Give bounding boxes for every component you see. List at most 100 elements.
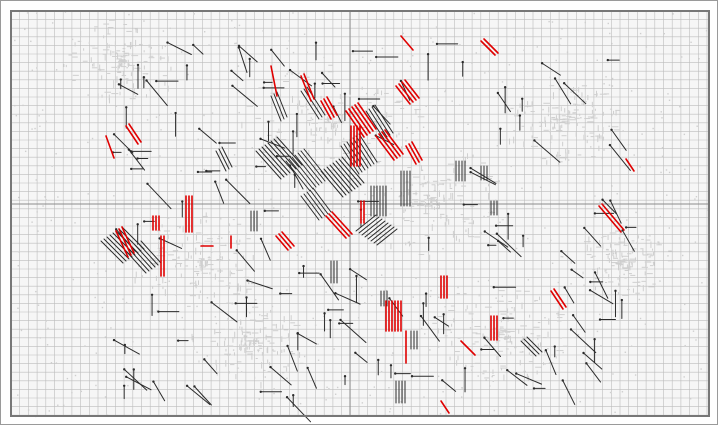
street-dot	[664, 311, 666, 313]
street-dot	[35, 290, 37, 293]
route-bundle-black	[300, 90, 320, 120]
street-dot	[80, 390, 83, 393]
street-dot	[228, 224, 231, 226]
street-dot	[611, 185, 613, 187]
street-dot	[461, 387, 464, 389]
street-dot	[328, 118, 330, 121]
street-dot	[473, 12, 475, 15]
route-bundle-red	[598, 205, 622, 233]
route-stop-black	[503, 86, 507, 89]
street-dot	[101, 306, 104, 309]
route-stop-black	[279, 292, 282, 295]
street-dot	[390, 187, 393, 190]
street-dot	[609, 32, 611, 35]
route-segment-black	[496, 233, 522, 258]
street-dot	[667, 255, 669, 257]
route-bundle-red	[125, 125, 139, 145]
street-dot	[292, 51, 295, 54]
street-dot	[429, 295, 432, 298]
street-dot	[143, 20, 145, 22]
street-dot	[407, 241, 410, 244]
street-dot	[499, 221, 501, 223]
route-segment-black	[236, 249, 255, 272]
street-dot	[105, 270, 107, 272]
route-segment-black	[321, 72, 336, 88]
street-dot	[17, 394, 19, 396]
street-dot	[235, 165, 237, 168]
route-stop-black	[601, 198, 604, 201]
street-dot	[659, 216, 662, 218]
route-segment-black	[563, 82, 587, 105]
street-dot	[353, 290, 355, 292]
street-dot	[31, 221, 33, 223]
street-dot	[50, 219, 53, 222]
street-dot	[436, 78, 438, 80]
route-stop-black	[487, 244, 490, 247]
street-dot	[299, 402, 302, 405]
route-stop-black	[205, 169, 208, 173]
street-dot	[69, 302, 71, 305]
street-dot	[561, 28, 563, 30]
street-dot	[243, 139, 245, 141]
street-dot	[609, 391, 612, 394]
route-bundle-black	[343, 143, 363, 173]
route-bundle-black	[371, 106, 391, 136]
route-segment-black	[470, 171, 496, 186]
street-dot	[286, 47, 288, 50]
route-stop-black	[502, 316, 505, 320]
route-stop-black	[288, 68, 292, 72]
street-dot	[180, 170, 182, 172]
street-dot	[155, 116, 158, 118]
route-segment-black	[260, 138, 285, 149]
street-dot	[477, 280, 480, 283]
route-stop-black	[419, 314, 423, 318]
street-dot	[634, 374, 637, 376]
route-stop-black	[422, 302, 425, 305]
street-dot	[515, 247, 518, 250]
route-stop-black	[123, 343, 127, 347]
street-dot	[195, 265, 198, 268]
route-segment-black	[307, 367, 317, 389]
route-stop-black	[125, 106, 128, 109]
street-dot	[694, 241, 697, 243]
street-dot	[665, 169, 668, 171]
route-bundle-black	[264, 144, 291, 174]
street-dot	[695, 339, 697, 341]
route-stop-black	[185, 64, 189, 67]
street-dot	[127, 285, 129, 287]
street-dot	[146, 73, 148, 75]
route-stop-black	[480, 348, 483, 351]
route-segment-black	[297, 332, 317, 345]
street-dot	[684, 168, 686, 171]
street-dot	[360, 286, 363, 289]
route-stop-black	[521, 97, 524, 101]
street-dot	[235, 42, 237, 44]
street-dot	[294, 132, 297, 134]
route-bundle-black	[376, 228, 398, 246]
street-dot	[57, 196, 59, 198]
street-dot	[438, 296, 440, 299]
street-dot	[374, 186, 376, 188]
street-dot	[240, 371, 243, 373]
street-dot	[566, 51, 569, 53]
street-dot	[127, 384, 129, 387]
route-bundle-red	[408, 143, 420, 163]
street-dot	[316, 232, 318, 234]
street-dot	[603, 83, 605, 85]
street-dot	[584, 21, 586, 24]
route-stop-black	[145, 79, 148, 82]
street-dot	[450, 208, 453, 211]
street-dot	[570, 283, 572, 285]
route-segment-black	[211, 301, 238, 323]
street-dot	[95, 352, 98, 354]
route-stop-black	[230, 69, 233, 72]
route-stop-black	[321, 82, 324, 85]
route-stop-black	[114, 228, 118, 231]
street-dot	[55, 362, 58, 364]
street-dot	[461, 396, 463, 398]
street-dot	[657, 241, 659, 243]
route-segment-black	[506, 369, 528, 386]
route-bundle-black	[297, 152, 323, 184]
route-bundle-red	[278, 233, 292, 249]
